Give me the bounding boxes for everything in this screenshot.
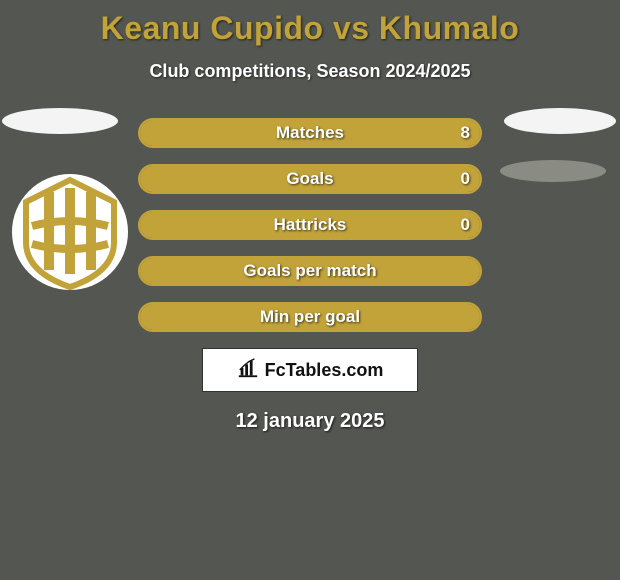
stat-bar: Goals 0	[138, 164, 482, 194]
stat-bar: Hattricks 0	[138, 210, 482, 240]
placeholder-ellipse	[2, 108, 118, 134]
stat-label: Hattricks	[274, 215, 347, 235]
stat-value: 0	[461, 215, 470, 235]
stat-label: Matches	[276, 123, 344, 143]
stat-label: Min per goal	[260, 307, 360, 327]
branding-box: FcTables.com	[202, 348, 418, 392]
stat-label: Goals	[286, 169, 333, 189]
page-title: Keanu Cupido vs Khumalo	[0, 0, 620, 47]
stat-bars: Matches 8 Goals 0 Hattricks 0 Goals per match M…	[138, 118, 482, 332]
chart-icon	[237, 357, 259, 384]
content-area: Matches 8 Goals 0 Hattricks 0 Goals per match M…	[0, 118, 620, 433]
date-label: 12 january 2025	[0, 410, 620, 433]
club-badge	[10, 172, 130, 292]
placeholder-ellipse	[500, 160, 606, 182]
placeholder-ellipse	[504, 108, 616, 134]
comparison-infographic: Keanu Cupido vs Khumalo Club competition…	[0, 0, 620, 580]
subtitle: Club competitions, Season 2024/2025	[0, 61, 620, 82]
stat-value: 8	[461, 123, 470, 143]
stat-label: Goals per match	[243, 261, 376, 281]
branding-text: FcTables.com	[265, 360, 384, 381]
stat-value: 0	[461, 169, 470, 189]
stat-bar: Goals per match	[138, 256, 482, 286]
stat-bar: Matches 8	[138, 118, 482, 148]
stat-bar: Min per goal	[138, 302, 482, 332]
